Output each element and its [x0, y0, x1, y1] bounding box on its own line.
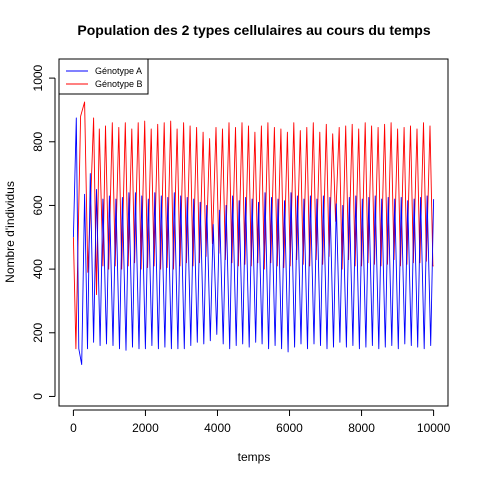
y-tick-label: 1000: [31, 64, 45, 91]
chart-title: Population des 2 types cellulaires au co…: [77, 22, 430, 38]
y-tick-label: 600: [31, 195, 45, 215]
legend-label-genotype-b: Génotype B: [95, 79, 143, 89]
x-tick-label: 4000: [204, 421, 231, 435]
y-axis: 0 200 400 600 800 1000: [31, 64, 56, 400]
plot-frame: [58, 58, 449, 407]
y-tick-label: 0: [31, 393, 45, 400]
y-axis-label: Nombre d'individus: [3, 181, 17, 283]
x-tick-label: 2000: [132, 421, 159, 435]
series-layer: [72, 101, 435, 366]
legend: Génotype A Génotype B: [58, 58, 149, 95]
x-axis-label: temps: [238, 450, 271, 464]
x-tick-label: 8000: [348, 421, 375, 435]
series-line-genotype-a: [72, 117, 435, 366]
legend-box: [58, 58, 149, 95]
x-tick-label: 10000: [417, 421, 451, 435]
y-tick-label: 200: [31, 322, 45, 342]
x-tick-label: 0: [70, 421, 77, 435]
x-tick-label: 6000: [276, 421, 303, 435]
x-axis: 0 2000 4000 6000 8000 10000: [70, 409, 451, 435]
y-tick-label: 400: [31, 259, 45, 279]
legend-label-genotype-a: Génotype A: [95, 66, 142, 76]
y-tick-label: 800: [31, 131, 45, 151]
